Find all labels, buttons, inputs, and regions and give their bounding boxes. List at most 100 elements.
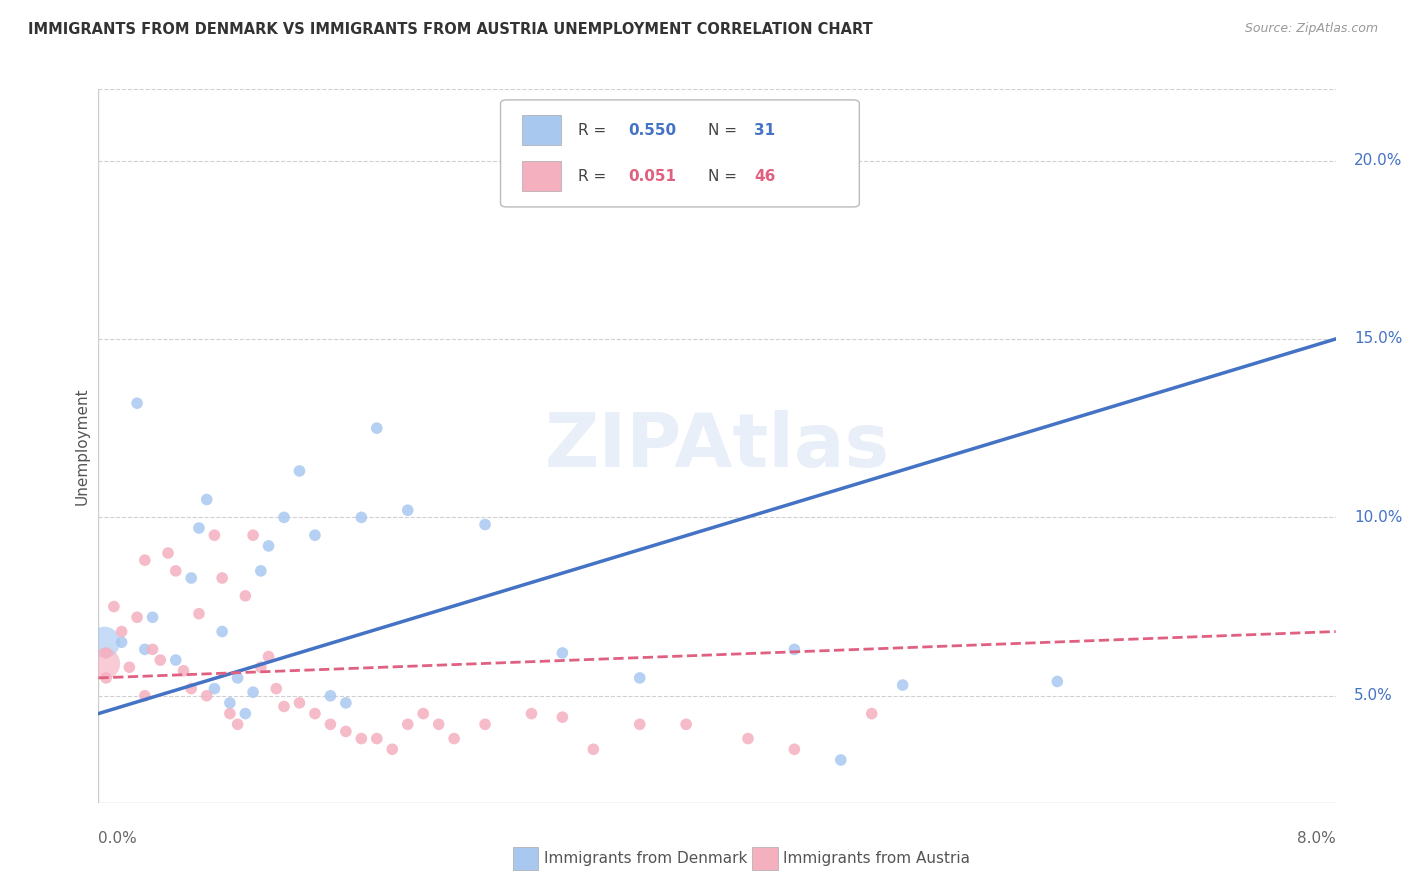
Point	[134, 642, 156, 657]
Text: Immigrants from Austria: Immigrants from Austria	[783, 852, 970, 866]
Point	[204, 528, 226, 542]
Point	[103, 599, 125, 614]
Point	[783, 642, 806, 657]
Point	[264, 681, 288, 696]
Point	[319, 717, 342, 731]
Point	[211, 571, 233, 585]
Point	[860, 706, 883, 721]
Point	[412, 706, 434, 721]
Point	[180, 571, 202, 585]
Point	[233, 706, 257, 721]
FancyBboxPatch shape	[501, 100, 859, 207]
Text: 0.051: 0.051	[628, 169, 676, 184]
Point	[335, 696, 357, 710]
Point	[250, 660, 273, 674]
Point	[96, 646, 118, 660]
Point	[830, 753, 852, 767]
Point	[226, 671, 249, 685]
Text: ZIPAtlas: ZIPAtlas	[544, 409, 890, 483]
Point	[141, 610, 165, 624]
Point	[304, 528, 326, 542]
Point	[172, 664, 194, 678]
Point	[165, 653, 187, 667]
Point	[366, 421, 388, 435]
Point	[188, 521, 211, 535]
Point	[257, 649, 280, 664]
Point	[127, 396, 149, 410]
Text: R =: R =	[578, 123, 612, 138]
Point	[396, 503, 419, 517]
Point	[304, 706, 326, 721]
Text: 10.0%: 10.0%	[1354, 510, 1403, 524]
Point	[257, 539, 280, 553]
Point	[474, 717, 496, 731]
Point	[737, 731, 759, 746]
Point	[134, 689, 156, 703]
Point	[582, 742, 605, 756]
Point	[204, 681, 226, 696]
Text: 31: 31	[754, 123, 775, 138]
Point	[242, 685, 264, 699]
Point	[111, 624, 132, 639]
Point	[219, 696, 242, 710]
Bar	[522, 161, 561, 192]
Point	[219, 706, 242, 721]
Point	[127, 610, 149, 624]
Point	[675, 717, 697, 731]
Point	[335, 724, 357, 739]
Point	[195, 492, 218, 507]
Point	[319, 689, 342, 703]
Point	[350, 731, 373, 746]
Text: 0.0%: 0.0%	[98, 831, 138, 847]
Point	[350, 510, 373, 524]
Point	[165, 564, 187, 578]
Point	[250, 564, 273, 578]
Text: Immigrants from Denmark: Immigrants from Denmark	[544, 852, 748, 866]
Point	[111, 635, 132, 649]
Point	[628, 671, 651, 685]
Text: N =: N =	[709, 123, 742, 138]
Point	[273, 699, 295, 714]
Text: 5.0%: 5.0%	[1354, 689, 1393, 703]
Point	[242, 528, 264, 542]
Point	[141, 642, 165, 657]
Text: 15.0%: 15.0%	[1354, 332, 1403, 346]
Point	[195, 689, 218, 703]
Point	[551, 646, 574, 660]
Point	[93, 635, 115, 649]
Point	[891, 678, 914, 692]
Point	[288, 696, 311, 710]
Text: R =: R =	[578, 169, 612, 184]
Point	[180, 681, 202, 696]
Point	[551, 710, 574, 724]
Text: N =: N =	[709, 169, 742, 184]
Point	[211, 624, 233, 639]
Text: 0.550: 0.550	[628, 123, 676, 138]
Point	[396, 717, 419, 731]
Point	[366, 731, 388, 746]
Point	[118, 660, 141, 674]
Point	[474, 517, 496, 532]
Text: Source: ZipAtlas.com: Source: ZipAtlas.com	[1244, 22, 1378, 36]
Point	[520, 706, 543, 721]
Point	[443, 731, 465, 746]
Point	[134, 553, 156, 567]
Point	[188, 607, 211, 621]
Y-axis label: Unemployment: Unemployment	[75, 387, 90, 505]
Text: IMMIGRANTS FROM DENMARK VS IMMIGRANTS FROM AUSTRIA UNEMPLOYMENT CORRELATION CHAR: IMMIGRANTS FROM DENMARK VS IMMIGRANTS FR…	[28, 22, 873, 37]
Point	[628, 717, 651, 731]
Bar	[522, 115, 561, 145]
Point	[288, 464, 311, 478]
Point	[1046, 674, 1069, 689]
Point	[273, 510, 295, 524]
Point	[427, 717, 450, 731]
Point	[93, 657, 115, 671]
Point	[96, 671, 118, 685]
Point	[233, 589, 257, 603]
Point	[381, 742, 404, 756]
Text: 20.0%: 20.0%	[1354, 153, 1403, 168]
Point	[157, 546, 180, 560]
Text: 8.0%: 8.0%	[1296, 831, 1336, 847]
Text: 46: 46	[754, 169, 776, 184]
Point	[226, 717, 249, 731]
